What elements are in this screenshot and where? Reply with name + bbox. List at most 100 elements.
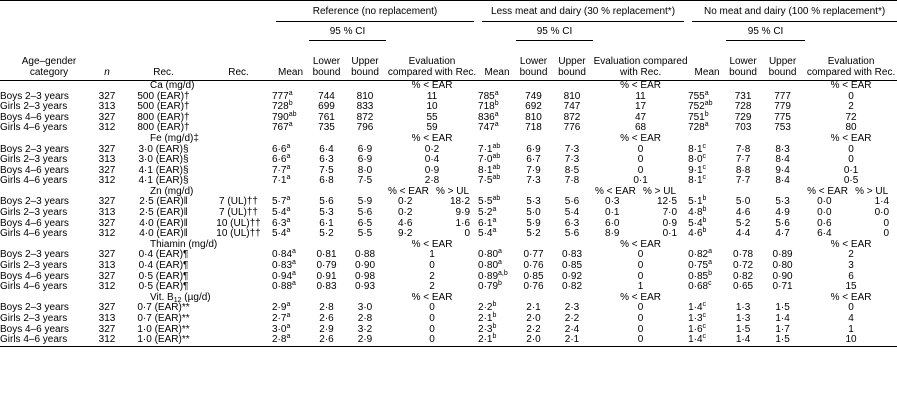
section-header-row: Fe (mg/d)‡ % < EAR % < EAR % < EAR	[0, 132, 897, 145]
no-evaluation: 1	[848, 323, 854, 335]
no-evaluation: 0·5	[843, 175, 859, 187]
table-row: Girls 4–6 years 312 800 (EAR)† 767a 735 796 59…	[0, 121, 897, 134]
table-row: Boys 2–3 years 327 3·0 (EAR)§ 6·6a 6·4 6·9 0·2…	[0, 142, 897, 155]
col-header-rec1: Rec.	[122, 40, 205, 81]
nutrient-label: Ca (mg/d)	[150, 80, 195, 91]
ref-mean: 2·7a	[272, 312, 309, 325]
no-mean: 8·1c	[688, 142, 726, 155]
section-header-row: Zn (mg/d)% < EAR% > UL% < EAR% > UL% < E…	[0, 186, 897, 198]
less-lower-bound: 0·76	[523, 260, 544, 272]
ci-header-less: 95 % CI	[516, 26, 594, 41]
age-gender-category: Girls 2–3 years	[0, 260, 68, 272]
ref-evaluation: 2·8	[424, 175, 440, 187]
ref-mean-superscript: a	[292, 248, 296, 256]
less-evaluation: 0	[637, 323, 644, 335]
no-evaluation: 3	[848, 260, 854, 272]
no-mean: 1·4c	[688, 333, 727, 347]
ref-mean: 7·1a	[272, 174, 309, 187]
no-mean-superscript: c	[702, 142, 707, 150]
no-lower-bound: 703	[734, 122, 752, 134]
less-upper-bound: 7·3	[564, 154, 580, 166]
no-lower-bound: 731	[734, 90, 752, 102]
no-evaluation: 72	[845, 111, 857, 123]
less-mean-value: 0·80	[478, 260, 499, 272]
less-lower-bound: 6·9	[526, 143, 541, 155]
less-evaluation: 0	[637, 249, 644, 261]
no-mean-value: 1·3	[688, 313, 703, 325]
less-upper-bound: 0·82	[562, 281, 583, 293]
ref-lower-bound: 2·6	[309, 334, 344, 347]
ref-evaluation-above-ul: 9·9	[455, 207, 470, 219]
nutrient-label: Thiamin (mg/d)	[150, 238, 218, 250]
sample-size: 313	[98, 154, 116, 166]
no-lower-bound: 7·8	[735, 143, 751, 155]
ref-mean-value: 777	[272, 90, 289, 102]
ref-mean: 0·94a	[272, 270, 309, 283]
ref-mean-value: 7·7	[272, 164, 287, 176]
nutrient-unit: (µg/d)	[181, 291, 211, 303]
less-evaluation: 0	[637, 154, 644, 166]
no-lower-bound: 8·8	[735, 164, 751, 176]
eval-header-ref: % < EAR	[411, 80, 453, 91]
ref-lower-bound: 761	[318, 111, 335, 123]
less-upper-bound: 6·3	[564, 217, 580, 229]
nutrient-name: Fe (mg/d)‡	[122, 133, 272, 145]
ref-mean-superscript: a	[288, 121, 293, 129]
table-row: Boys 4–6 years 327 800 (EAR)† 790ab 761 872 55…	[0, 110, 897, 124]
no-mean: 9·1c	[688, 164, 726, 177]
less-mean-superscript: a	[494, 110, 499, 118]
section-spacer	[92, 134, 122, 145]
no-mean-value: 8·0	[688, 154, 703, 166]
section-spacer	[726, 134, 760, 145]
no-mean-value: 0·75	[688, 260, 709, 272]
less-upper-bound: 0·85	[562, 260, 583, 272]
ref-mean-superscript: a	[286, 216, 291, 224]
no-mean-superscript: a	[708, 248, 712, 256]
eval-header-no: % < EAR	[830, 238, 872, 250]
no-mean-superscript: c	[702, 153, 707, 161]
no-mean-value: 728	[688, 122, 705, 134]
less-mean-value: 7·0	[478, 154, 493, 166]
no-mean-value: 4·8	[688, 207, 703, 219]
section-header-row: Thiamin (mg/d) % < EAR % < EAR % < EAR	[0, 238, 897, 251]
less-mean: 7·1ab	[478, 143, 516, 155]
less-evaluation-below-ear: 0·3	[605, 196, 620, 208]
no-upper-bound: 0·90	[772, 270, 793, 282]
recommendation-ear: 3·0 (EAR)§	[138, 143, 189, 155]
no-upper-bound: 777	[774, 90, 791, 102]
recommendation-ear: 4·1 (EAR)§	[138, 175, 189, 187]
section-spacer	[516, 81, 551, 92]
ref-mean-value: 5·4	[272, 207, 287, 219]
section-spacer	[344, 134, 386, 145]
table-row: Girls 4–6 years 312 4·0 (EAR)‖ 10 (UL)†† 5·4…	[0, 227, 897, 240]
age-gender-category: Girls 2–3 years	[0, 207, 68, 219]
ref-evaluation: 0	[429, 302, 435, 314]
ref-mean-superscript: a	[286, 206, 291, 214]
ref-evaluation-below-ear: 0·2	[398, 207, 413, 219]
ref-lower-bound: 744	[318, 90, 335, 102]
section-header-row: Ca (mg/d) % < EAR % < EAR % < EAR	[0, 80, 897, 92]
no-mean-value: 5·4	[688, 217, 703, 229]
ref-mean: 7·7a	[272, 164, 309, 177]
no-mean: 5·4b	[688, 217, 726, 230]
less-evaluation-above-ul: 7·0	[662, 207, 678, 219]
less-mean-value: 8·1	[478, 164, 493, 176]
ref-evaluation: 4·6 1·6	[386, 218, 478, 230]
age-gender-category: Girls 4–6 years	[0, 281, 68, 293]
eval-header-no: % < EAR	[830, 291, 872, 303]
eval-header-less: % < EAR	[620, 132, 661, 144]
less-upper-bound: 5·4	[564, 207, 580, 219]
recommendation-ear: 500 (EAR)†	[137, 90, 190, 102]
no-evaluation-above-ul: 0·0	[874, 207, 890, 219]
recommendation-ear: 800 (EAR)†	[137, 122, 190, 134]
recommendation-ul	[205, 144, 272, 155]
no-mean: 4·8b	[688, 206, 726, 219]
no-mean: 0·82a	[688, 248, 726, 261]
sample-size: 327	[98, 111, 116, 123]
less-evaluation-above-ul: 0·9	[662, 217, 678, 229]
no-mean-value: 8·1	[688, 175, 703, 187]
less-mean-superscript: b	[492, 301, 497, 309]
age-gender-category: Boys 4–6 years	[0, 323, 69, 335]
less-evaluation: 0	[637, 260, 644, 272]
no-evaluation: 80	[845, 122, 857, 134]
